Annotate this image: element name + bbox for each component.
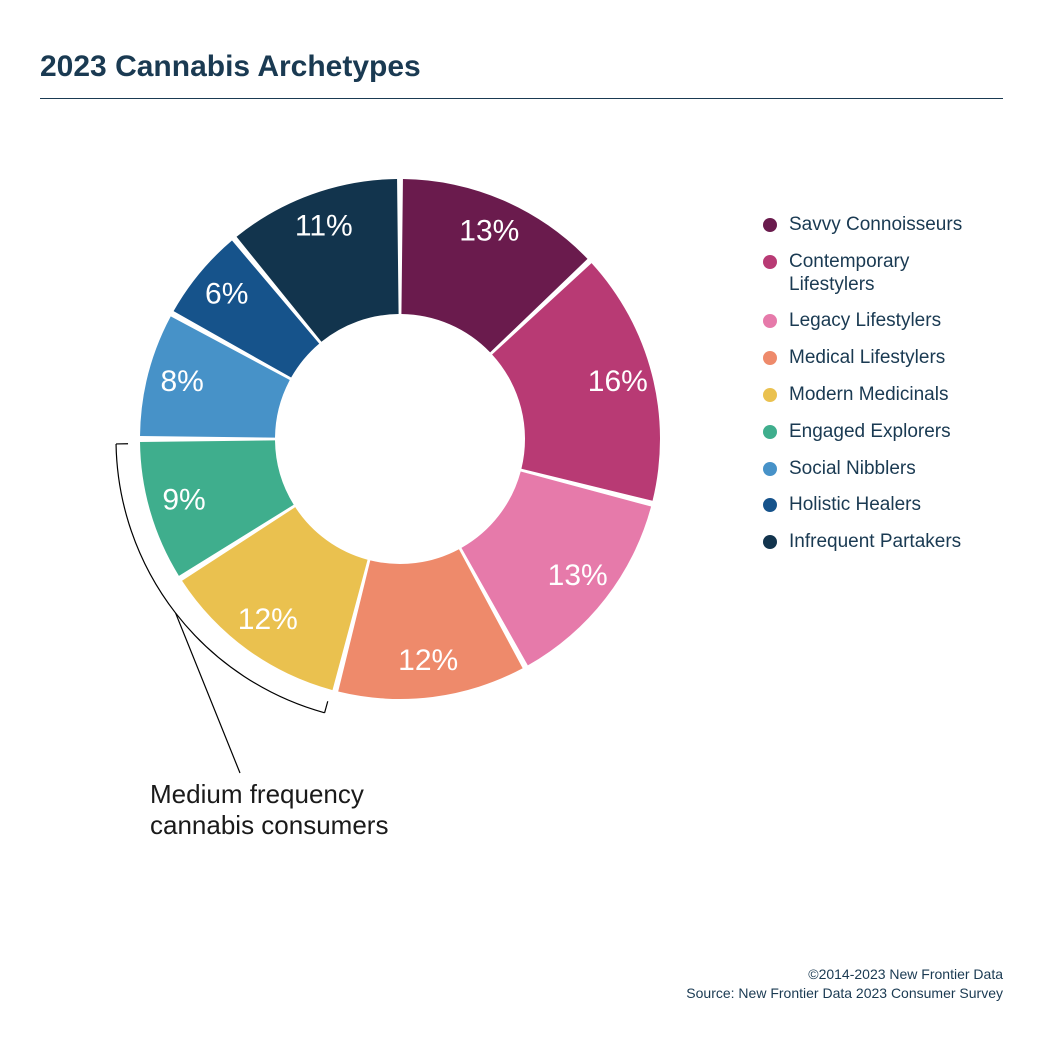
legend-label: Engaged Explorers <box>789 421 951 444</box>
legend-swatch <box>763 462 777 476</box>
slice-value-label: 6% <box>205 278 248 311</box>
legend-label: Social Nibblers <box>789 458 916 481</box>
footer: ©2014-2023 New Frontier Data Source: New… <box>686 965 1003 1003</box>
legend-item: Holistic Healers <box>763 494 963 517</box>
legend-item: Savvy Connoisseurs <box>763 214 963 237</box>
slice-value-label: 16% <box>588 365 648 398</box>
legend-swatch <box>763 255 777 269</box>
slice-value-label: 12% <box>238 603 298 636</box>
legend-swatch <box>763 218 777 232</box>
legend-item: Contemporary Lifestylers <box>763 251 963 297</box>
legend-item: Legacy Lifestylers <box>763 310 963 333</box>
chart-area: 13% 16% 13% 12% 12% 9% 8% 6% 11% Savvy Connoisse… <box>40 129 1003 909</box>
title-rule <box>40 98 1003 99</box>
legend-label: Savvy Connoisseurs <box>789 214 962 237</box>
legend-label: Infrequent Partakers <box>789 531 961 554</box>
legend-swatch <box>763 425 777 439</box>
legend-swatch <box>763 388 777 402</box>
footer-copyright: ©2014-2023 New Frontier Data <box>686 965 1003 984</box>
legend-item: Engaged Explorers <box>763 421 963 444</box>
legend-item: Social Nibblers <box>763 458 963 481</box>
slice-value-label: 11% <box>295 209 353 242</box>
legend-swatch <box>763 498 777 512</box>
legend-item: Infrequent Partakers <box>763 531 963 554</box>
legend-label: Modern Medicinals <box>789 384 948 407</box>
legend: Savvy Connoisseurs Contemporary Lifestyle… <box>763 214 963 568</box>
footer-source: Source: New Frontier Data 2023 Consumer … <box>686 984 1003 1003</box>
annotation-label: Medium frequency cannabis consumers <box>150 779 388 841</box>
slice-value-label: 9% <box>162 484 205 517</box>
legend-item: Modern Medicinals <box>763 384 963 407</box>
annotation-line1: Medium frequency <box>150 779 364 809</box>
legend-swatch <box>763 314 777 328</box>
annotation-line2: cannabis consumers <box>150 810 388 840</box>
legend-swatch <box>763 351 777 365</box>
slice-value-label: 13% <box>459 215 519 248</box>
legend-label: Legacy Lifestylers <box>789 310 941 333</box>
legend-swatch <box>763 535 777 549</box>
slice-value-label: 12% <box>398 644 458 677</box>
slice-value-label: 13% <box>548 559 608 592</box>
legend-label: Contemporary Lifestylers <box>789 251 963 297</box>
legend-label: Holistic Healers <box>789 494 921 517</box>
chart-title: 2023 Cannabis Archetypes <box>40 50 1003 84</box>
legend-item: Medical Lifestylers <box>763 347 963 370</box>
legend-label: Medical Lifestylers <box>789 347 945 370</box>
slice-value-label: 8% <box>160 365 203 398</box>
donut-chart: 13% 16% 13% 12% 12% 9% 8% 6% 11% <box>120 159 680 719</box>
